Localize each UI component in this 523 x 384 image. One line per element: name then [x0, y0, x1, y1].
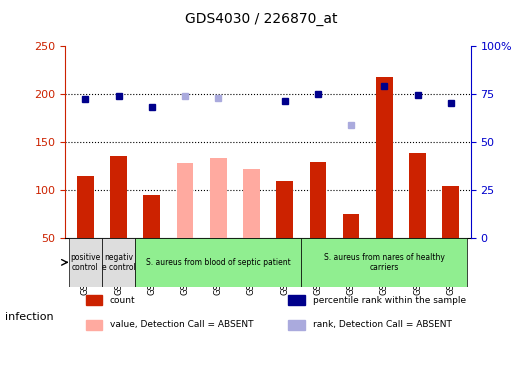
Bar: [177, 163, 194, 238]
FancyBboxPatch shape: [135, 238, 301, 287]
FancyBboxPatch shape: [69, 238, 102, 287]
Text: GDS4030 / 226870_at: GDS4030 / 226870_at: [185, 12, 338, 25]
Bar: [343, 214, 359, 238]
Bar: [376, 77, 393, 238]
Text: positive
control: positive control: [70, 253, 100, 272]
FancyBboxPatch shape: [102, 238, 135, 287]
Text: percentile rank within the sample: percentile rank within the sample: [313, 296, 466, 305]
Text: infection: infection: [5, 312, 54, 322]
Bar: [288, 295, 304, 305]
Bar: [243, 169, 260, 238]
Bar: [143, 195, 160, 238]
FancyBboxPatch shape: [301, 238, 468, 287]
Bar: [409, 153, 426, 238]
Bar: [442, 186, 459, 238]
Text: value, Detection Call = ABSENT: value, Detection Call = ABSENT: [110, 320, 254, 329]
Bar: [288, 320, 304, 330]
Bar: [276, 181, 293, 238]
Bar: [210, 158, 226, 238]
Bar: [110, 156, 127, 238]
Bar: [77, 176, 94, 238]
Text: rank, Detection Call = ABSENT: rank, Detection Call = ABSENT: [313, 320, 451, 329]
Text: count: count: [110, 296, 135, 305]
Text: negativ
e control: negativ e control: [101, 253, 135, 272]
Bar: [86, 320, 102, 330]
Text: S. aureus from nares of healthy
carriers: S. aureus from nares of healthy carriers: [324, 253, 445, 272]
Bar: [86, 295, 102, 305]
Bar: [310, 162, 326, 238]
Text: S. aureus from blood of septic patient: S. aureus from blood of septic patient: [146, 258, 291, 267]
